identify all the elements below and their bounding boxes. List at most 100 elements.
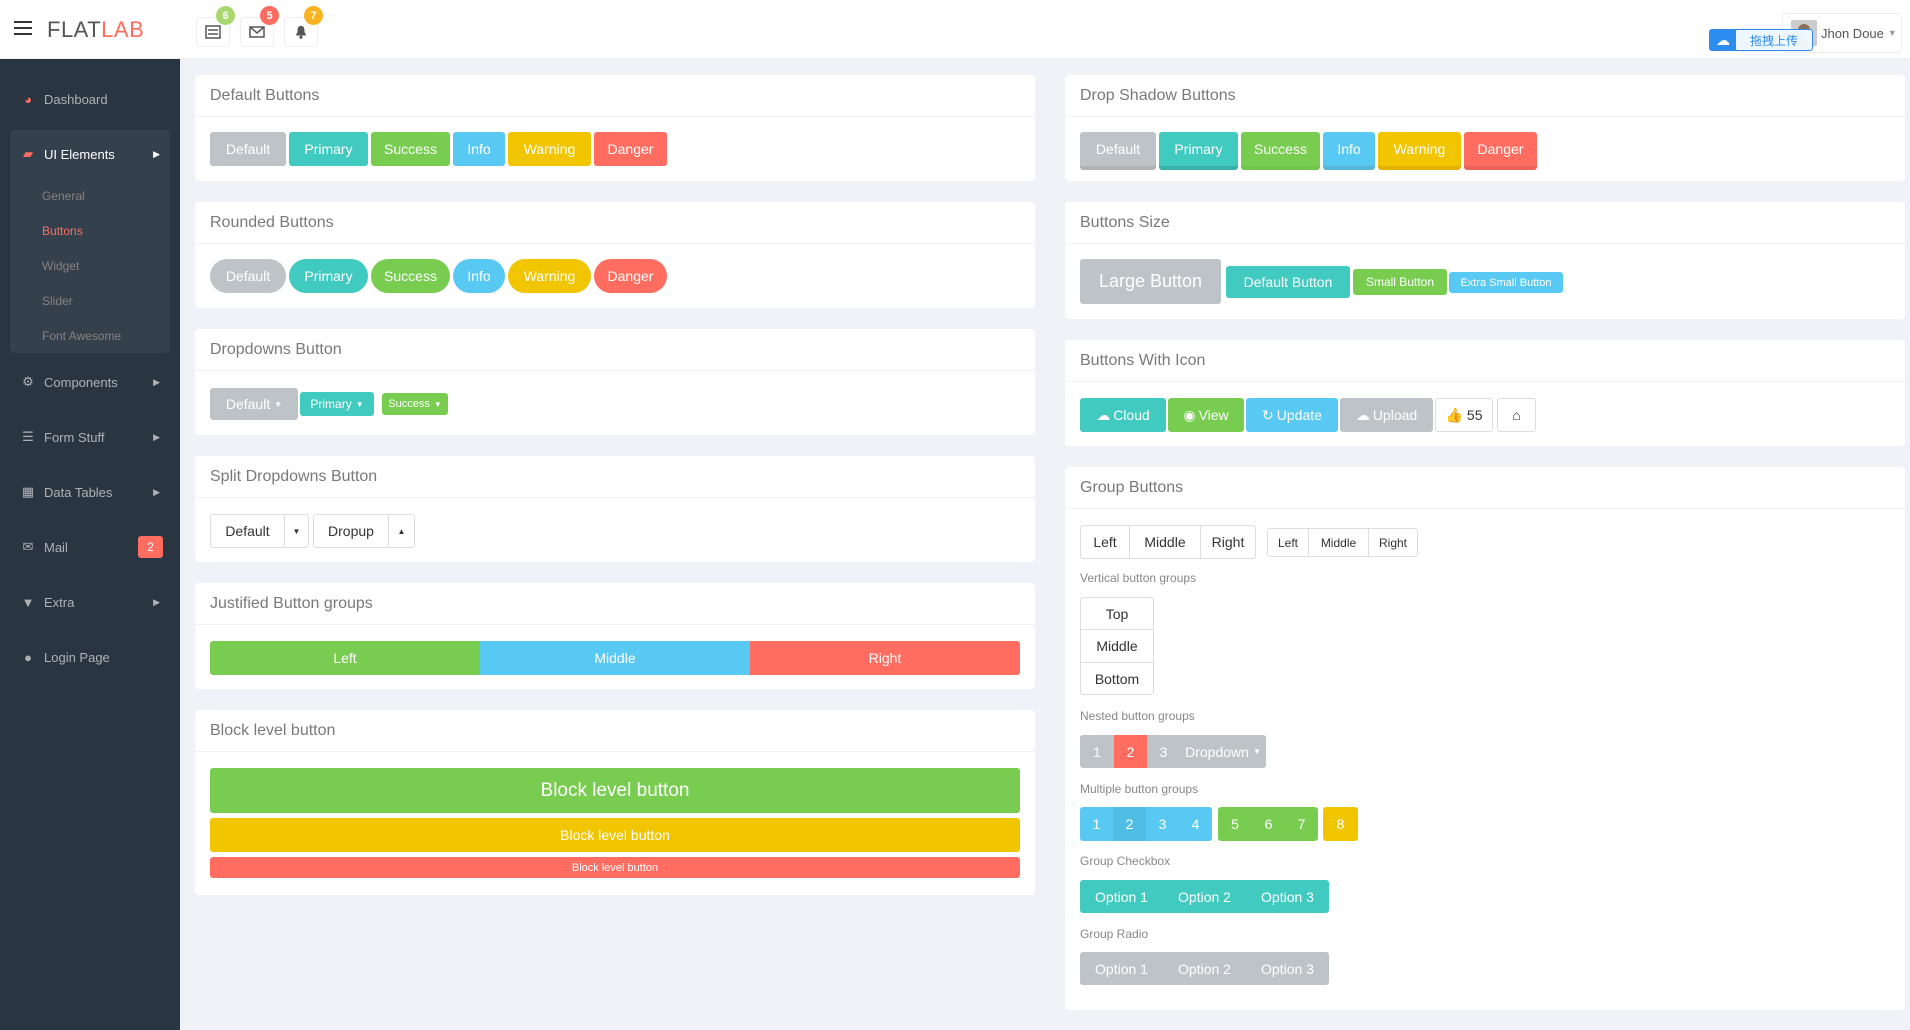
upload-button[interactable]: ☁ Upload: [1340, 398, 1433, 432]
active-menu-block: [10, 130, 170, 353]
chevron-right-icon: ▶: [153, 148, 160, 159]
caret-down-icon: ▼: [433, 399, 442, 409]
group-middle-button[interactable]: Middle: [1129, 525, 1201, 559]
tasks-notification-button[interactable]: 6: [196, 6, 235, 47]
sidebar-item-label: Data Tables: [44, 484, 113, 500]
button-label: View: [1198, 407, 1229, 423]
default-dropdown-button[interactable]: Default ▼: [210, 388, 298, 420]
shadow-danger-button[interactable]: Danger: [1464, 132, 1537, 166]
multiple-button-8[interactable]: 8: [1323, 807, 1358, 841]
justified-right-button[interactable]: Right: [750, 641, 1020, 675]
multiple-button-2[interactable]: 2: [1113, 807, 1146, 841]
multiple-button-5[interactable]: 5: [1218, 807, 1252, 841]
rounded-danger-button[interactable]: Danger: [594, 259, 667, 293]
justified-middle-button[interactable]: Middle: [480, 641, 750, 675]
justified-button-groups-panel: Justified Button groups Left Middle Righ…: [195, 583, 1035, 689]
rounded-warning-button[interactable]: Warning: [508, 259, 591, 293]
shadow-success-button[interactable]: Success: [1241, 132, 1320, 166]
menu-toggle-icon[interactable]: [14, 21, 32, 35]
checkbox-option-1[interactable]: Option 1: [1080, 880, 1163, 913]
nested-dropdown-button[interactable]: Dropdown ▼: [1180, 735, 1266, 768]
default-size-button[interactable]: Default Button: [1226, 266, 1350, 298]
sidebar-item-login-page[interactable]: ● Login Page: [0, 639, 180, 675]
vertical-bottom-button[interactable]: Bottom: [1080, 662, 1154, 695]
primary-dropdown-button[interactable]: Primary ▼: [300, 392, 374, 416]
sidebar-subitem-buttons[interactable]: Buttons: [42, 224, 83, 238]
checkbox-option-3[interactable]: Option 3: [1246, 880, 1329, 913]
sidebar-item-ui-elements[interactable]: ▰ UI Elements ▶: [0, 136, 180, 172]
small-group-left-button[interactable]: Left: [1267, 528, 1309, 557]
alerts-notification-button[interactable]: 7: [284, 6, 323, 47]
multiple-button-6[interactable]: 6: [1252, 807, 1285, 841]
rounded-primary-button[interactable]: Primary: [289, 259, 368, 293]
small-group-middle-button[interactable]: Middle: [1308, 528, 1369, 557]
block-level-default-button[interactable]: Block level button: [210, 818, 1020, 852]
primary-button[interactable]: Primary: [289, 132, 368, 166]
justified-left-button[interactable]: Left: [210, 641, 480, 675]
inbox-count-badge: 5: [260, 6, 279, 25]
group-left-button[interactable]: Left: [1080, 525, 1130, 559]
radio-option-3[interactable]: Option 3: [1246, 952, 1329, 985]
button-label: Upload: [1372, 407, 1418, 423]
checkbox-option-2[interactable]: Option 2: [1163, 880, 1246, 913]
radio-option-1[interactable]: Option 1: [1080, 952, 1163, 985]
block-level-large-button[interactable]: Block level button: [210, 768, 1020, 813]
sidebar-item-form-stuff[interactable]: ☰ Form Stuff ▶: [0, 419, 180, 455]
group-radio-label: Group Radio: [1080, 927, 1149, 941]
multiple-button-4[interactable]: 4: [1179, 807, 1212, 841]
drag-upload-widget[interactable]: ☁ 拖拽上传: [1709, 29, 1813, 51]
extra-small-button[interactable]: Extra Small Button: [1449, 272, 1563, 293]
inbox-notification-button[interactable]: 5: [240, 6, 279, 47]
sidebar-subitem-slider[interactable]: Slider: [42, 294, 73, 308]
sidebar-item-mail[interactable]: ✉ Mail 2: [0, 529, 180, 565]
logo[interactable]: FLATLAB: [47, 17, 144, 43]
vertical-top-button[interactable]: Top: [1080, 597, 1154, 630]
home-button[interactable]: ⌂: [1497, 398, 1536, 432]
shadow-warning-button[interactable]: Warning: [1378, 132, 1461, 166]
update-button[interactable]: ↻ Update: [1246, 398, 1338, 432]
success-button[interactable]: Success: [371, 132, 450, 166]
nested-button-3[interactable]: 3: [1147, 735, 1180, 768]
rounded-info-button[interactable]: Info: [453, 259, 505, 293]
sidebar-subitem-font-awesome[interactable]: Font Awesome: [42, 329, 122, 343]
multiple-button-3[interactable]: 3: [1146, 807, 1179, 841]
large-button[interactable]: Large Button: [1080, 259, 1221, 304]
info-button[interactable]: Info: [453, 132, 505, 166]
vertical-middle-button[interactable]: Middle: [1080, 629, 1154, 663]
cloud-button[interactable]: ☁ Cloud: [1080, 398, 1166, 432]
sidebar-subitem-widget[interactable]: Widget: [42, 259, 80, 273]
radio-option-2[interactable]: Option 2: [1163, 952, 1246, 985]
shadow-primary-button[interactable]: Primary: [1159, 132, 1238, 166]
rounded-success-button[interactable]: Success: [371, 259, 450, 293]
shadow-info-button[interactable]: Info: [1323, 132, 1375, 166]
nested-button-1[interactable]: 1: [1080, 735, 1114, 768]
multiple-button-1[interactable]: 1: [1080, 807, 1113, 841]
sidebar-item-dashboard[interactable]: ◕ Dashboard: [0, 81, 180, 117]
multiple-button-7[interactable]: 7: [1285, 807, 1318, 841]
sidebar-subitem-general[interactable]: General: [42, 189, 85, 203]
cogs-icon: ⚙: [22, 374, 34, 389]
small-button[interactable]: Small Button: [1353, 269, 1447, 295]
group-buttons-panel: Group Buttons Left Middle Right Left Mid…: [1065, 467, 1905, 1010]
success-dropdown-button[interactable]: Success ▼: [382, 393, 448, 415]
danger-button[interactable]: Danger: [594, 132, 667, 166]
split-default-toggle[interactable]: ▼: [284, 514, 309, 548]
view-button[interactable]: ◉ View: [1168, 398, 1244, 432]
panel-title: Justified Button groups: [195, 583, 1035, 625]
nested-groups-label: Nested button groups: [1080, 709, 1195, 723]
sidebar-item-extra[interactable]: ▼ Extra ▶: [0, 584, 180, 620]
sidebar-item-data-tables[interactable]: ▦ Data Tables ▶: [0, 474, 180, 510]
small-group-right-button[interactable]: Right: [1368, 528, 1418, 557]
warning-button[interactable]: Warning: [508, 132, 591, 166]
default-button[interactable]: Default: [210, 132, 286, 166]
shadow-default-button[interactable]: Default: [1080, 132, 1156, 166]
nested-button-2[interactable]: 2: [1114, 735, 1147, 768]
rounded-default-button[interactable]: Default: [210, 259, 286, 293]
split-default-button[interactable]: Default: [210, 514, 285, 548]
split-dropup-toggle[interactable]: ▲: [388, 514, 415, 548]
group-right-button[interactable]: Right: [1200, 525, 1256, 559]
split-dropup-button[interactable]: Dropup: [313, 514, 389, 548]
like-button[interactable]: 👍 55: [1435, 398, 1493, 432]
sidebar-item-components[interactable]: ⚙ Components ▶: [0, 364, 180, 400]
block-level-small-button[interactable]: Block level button: [210, 857, 1020, 878]
